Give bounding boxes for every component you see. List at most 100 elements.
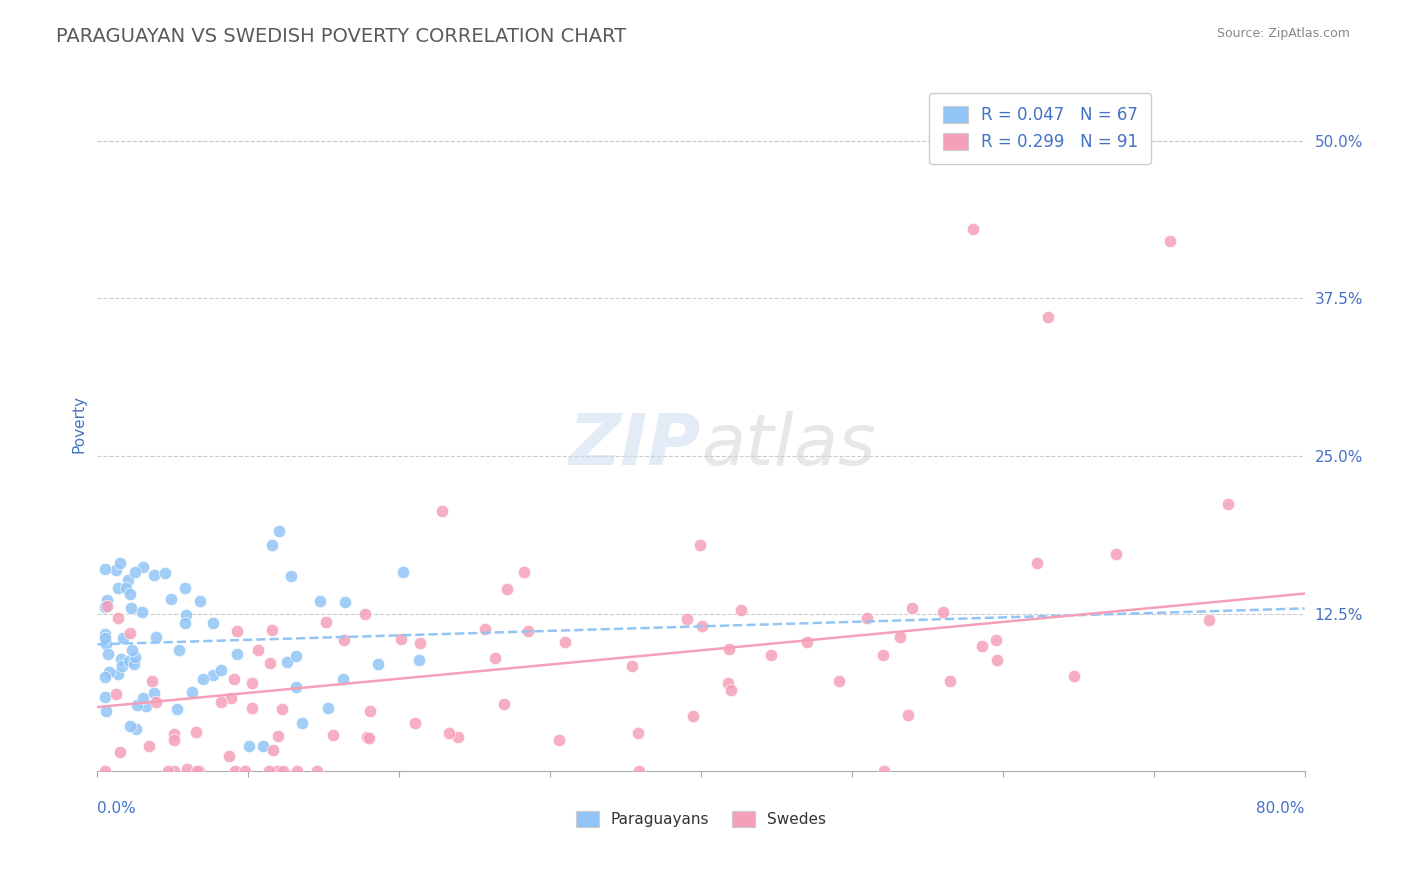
Text: 80.0%: 80.0%: [1257, 801, 1305, 816]
Point: [267, 524, 290, 538]
Point: [135, 698, 157, 713]
Point: [308, 594, 330, 608]
Point: [181, 684, 204, 698]
Point: [484, 651, 506, 665]
Point: [201, 615, 224, 630]
Point: [332, 632, 354, 647]
Point: [127, 698, 149, 713]
Point: [759, 648, 782, 662]
Point: [359, 704, 381, 718]
Point: [121, 643, 143, 657]
Point: [307, 764, 329, 779]
Point: [720, 683, 742, 698]
Point: [246, 643, 269, 657]
Point: [900, 600, 922, 615]
Point: [125, 723, 148, 737]
Point: [717, 642, 740, 657]
Point: [118, 654, 141, 668]
Point: [224, 764, 246, 779]
Point: [675, 612, 697, 626]
Point: [322, 728, 344, 742]
Point: [628, 764, 651, 779]
Point: [315, 615, 337, 629]
Point: [266, 764, 288, 779]
Point: [98, 665, 121, 679]
Point: [437, 726, 460, 740]
Point: [174, 608, 197, 623]
Point: [209, 663, 232, 677]
Point: [138, 739, 160, 753]
Point: [392, 565, 415, 579]
Point: [156, 764, 179, 779]
Point: [219, 690, 242, 705]
Point: [94, 632, 117, 646]
Point: [96, 637, 118, 651]
Point: [548, 732, 571, 747]
Text: ZIP: ZIP: [569, 410, 702, 480]
Point: [111, 632, 134, 646]
Point: [267, 729, 290, 743]
Point: [284, 649, 307, 664]
Point: [984, 632, 1007, 647]
Point: [120, 719, 142, 733]
Point: [796, 634, 818, 648]
Point: [104, 563, 127, 577]
Point: [270, 702, 292, 716]
Point: [94, 704, 117, 718]
Point: [1036, 310, 1059, 325]
Point: [114, 581, 136, 595]
Point: [827, 673, 849, 688]
Point: [94, 599, 117, 614]
Point: [855, 611, 877, 625]
Point: [730, 603, 752, 617]
Point: [872, 648, 894, 663]
Point: [682, 708, 704, 723]
Y-axis label: Poverty: Poverty: [72, 395, 86, 453]
Point: [972, 639, 994, 653]
Point: [184, 725, 207, 739]
Point: [159, 591, 181, 606]
Point: [1198, 613, 1220, 627]
Point: [1026, 556, 1049, 570]
Point: [111, 658, 134, 673]
Point: [118, 625, 141, 640]
Point: [187, 764, 209, 779]
Point: [408, 636, 430, 650]
Point: [474, 622, 496, 636]
Point: [260, 624, 283, 638]
Point: [897, 708, 920, 723]
Point: [94, 627, 117, 641]
Point: [117, 573, 139, 587]
Point: [107, 667, 129, 681]
Point: [240, 675, 263, 690]
Point: [238, 739, 260, 753]
Point: [163, 764, 186, 779]
Point: [186, 764, 208, 779]
Point: [167, 643, 190, 657]
Point: [285, 764, 308, 778]
Point: [174, 581, 197, 595]
Point: [932, 605, 955, 619]
Point: [353, 607, 375, 622]
Point: [408, 653, 430, 667]
Point: [233, 764, 256, 779]
Point: [873, 764, 896, 779]
Point: [162, 733, 184, 747]
Point: [692, 618, 714, 632]
Point: [108, 745, 131, 759]
Point: [104, 687, 127, 701]
Point: [432, 504, 454, 518]
Text: atlas: atlas: [702, 410, 876, 480]
Point: [252, 739, 274, 753]
Point: [262, 743, 284, 757]
Point: [122, 657, 145, 671]
Legend: Paraguayans, Swedes: Paraguayans, Swedes: [569, 805, 832, 833]
Point: [447, 730, 470, 744]
Text: PARAGUAYAN VS SWEDISH POVERTY CORRELATION CHART: PARAGUAYAN VS SWEDISH POVERTY CORRELATIO…: [56, 27, 627, 45]
Point: [118, 587, 141, 601]
Point: [94, 690, 117, 705]
Point: [620, 659, 643, 673]
Point: [107, 582, 129, 596]
Point: [273, 764, 295, 779]
Point: [225, 624, 247, 638]
